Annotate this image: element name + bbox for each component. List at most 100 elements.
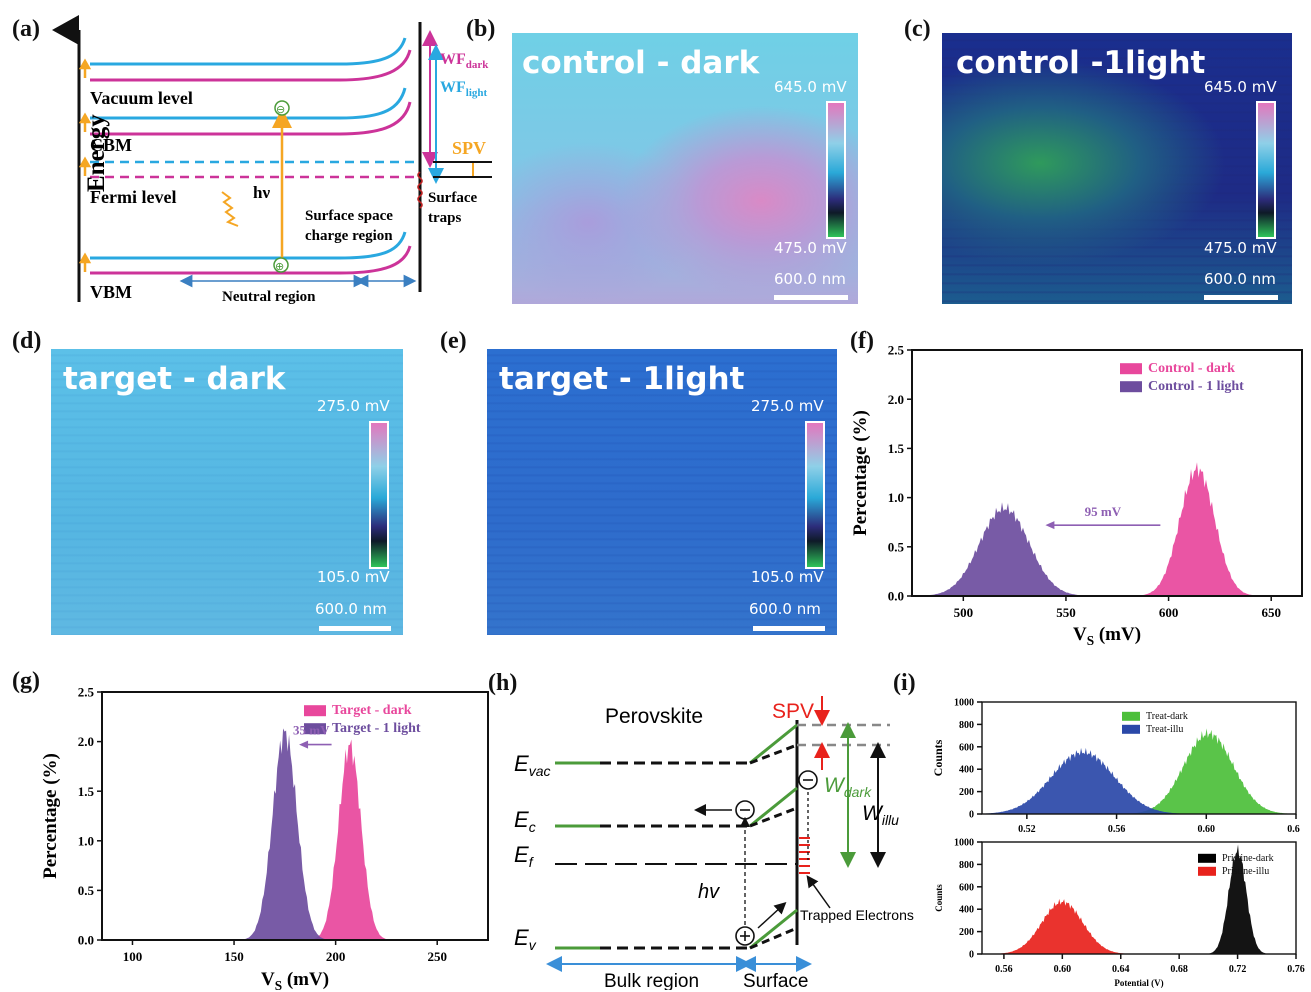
y-tick-label-2: 400: [959, 765, 974, 776]
band-diagram-a: Energy Vacuum level CBM Fermi level VBM …: [52, 15, 492, 305]
surface-label-a: Surface: [428, 190, 477, 206]
scalebar-e: [753, 626, 825, 631]
y-axis-label: Counts: [931, 739, 945, 776]
x-tick-label-1: 0.56: [1108, 824, 1126, 832]
hv-label-h: hv: [698, 881, 720, 903]
y-tick-label-5: 2.5: [78, 685, 95, 700]
energy-label: Energy: [83, 114, 110, 192]
legend-swatch-0: [304, 705, 326, 717]
map-title-e: target - 1light: [499, 361, 745, 397]
legend-label-1: Treat-illu: [1146, 724, 1183, 735]
plot-frame: [911, 349, 1303, 597]
y-tick-label-1: 200: [959, 787, 974, 798]
evac-label: Evac: [514, 751, 550, 779]
histogram-i-bottom: 0.56 0.60 0.64 0.68 0.72 0.76 0 200 400 600 800 100…: [934, 838, 1305, 989]
legend-swatch-1: [1122, 724, 1140, 734]
x-axis-label: VS (mV): [1073, 624, 1141, 648]
legend-label-0: Target - dark: [332, 703, 412, 718]
panel-label-i: (i): [893, 670, 916, 696]
x-tick-label-3: 250: [427, 949, 447, 964]
shift-label-f: 95 mV: [1085, 504, 1122, 519]
legend-label-1: Target - 1 light: [332, 721, 421, 736]
y-tick-label-1: 200: [959, 927, 974, 938]
scalebar-label-e: 600.0 nm: [749, 600, 821, 618]
panel-a: (a): [0, 0, 500, 320]
histogram-f: 500 550 600 650 0.0 0.5 1.0 1.5 2.0 2.5 Percentage…: [852, 343, 1303, 648]
x-tick-label-3: 0.64: [1287, 824, 1300, 832]
shift-arrowhead-f: [1045, 521, 1055, 530]
y-tick-label-2: 400: [959, 905, 974, 916]
y-tick-label-0: 0: [969, 950, 974, 961]
y-tick-label-0: 0: [969, 810, 974, 821]
y-axis-label: Counts: [934, 884, 944, 912]
ev-label: Ev: [514, 925, 537, 953]
colorbar-max-b: 645.0 mV: [774, 78, 847, 96]
x-tick-label-1: 0.60: [1054, 964, 1072, 975]
ec-label: Ec: [514, 807, 536, 835]
histogram-i-top: 0.52 0.56 0.60 0.64 0 200 400 600 800 1000 Counts T…: [931, 698, 1300, 833]
colorbar-e: [805, 421, 825, 569]
plot-frame: [981, 701, 1297, 815]
x-tick-label-2: 0.64: [1112, 964, 1130, 975]
map-title-d: target - dark: [63, 361, 286, 397]
map-c: control -1light 645.0 mV 475.0 mV 600.0 …: [942, 33, 1292, 304]
x-tick-label-2: 0.60: [1198, 824, 1216, 832]
series-area-1: [912, 502, 1302, 596]
legend-label-0: Pristine-dark: [1222, 853, 1274, 864]
shift-arrowhead-g: [299, 740, 309, 749]
x-tick-label-5: 0.76: [1287, 964, 1305, 975]
panel-label-e: (e): [440, 328, 467, 354]
y-tick-label-0: 0.0: [78, 933, 94, 948]
ef-label: Ef: [514, 842, 535, 870]
scalebar-label-c: 600.0 nm: [1204, 270, 1276, 288]
series-area-0: [912, 462, 1302, 596]
vacuum-level-light: [90, 37, 407, 66]
x-tick-label-0: 0.52: [1018, 824, 1036, 832]
y-tick-label-5: 1000: [954, 698, 974, 709]
legend-label-1: Control - 1 light: [1148, 379, 1244, 394]
colorbar-min-d: 105.0 mV: [317, 568, 390, 586]
panel-label-b: (b): [466, 16, 496, 42]
traps-label-a: traps: [428, 210, 461, 226]
x-tick-label-1: 150: [224, 949, 244, 964]
histogram-g: 100 150 200 250 0.0 0.5 1.0 1.5 2.0 2.5 Percentage…: [40, 685, 489, 990]
x-tick-label-2: 600: [1159, 605, 1179, 620]
y-tick-label-4: 800: [959, 720, 974, 731]
colorbar-max-e: 275.0 mV: [751, 397, 824, 415]
y-tick-label-1: 0.5: [78, 883, 95, 898]
legend-swatch-1: [1120, 381, 1142, 393]
panel-label-c: (c): [904, 16, 931, 42]
y-tick-label-0: 0.0: [888, 589, 904, 604]
plot-frame: [101, 691, 489, 941]
map-title-b: control - dark: [522, 45, 760, 81]
colorbar-min-b: 475.0 mV: [774, 239, 847, 257]
spv-label-a: SPV: [452, 138, 486, 158]
surface-label-h: Surface: [743, 971, 808, 990]
panel-label-a: (a): [12, 16, 40, 42]
legend-label-1: Pristine-illu: [1222, 866, 1269, 877]
y-tick-label-1: 0.5: [888, 539, 905, 554]
bulk-region-label: Bulk region: [604, 971, 699, 990]
panel-label-d: (d): [12, 328, 42, 354]
hole-symbol: ⊕: [275, 261, 284, 273]
x-tick-label-0: 0.56: [995, 964, 1013, 975]
x-tick-label-3: 650: [1261, 605, 1281, 620]
colorbar-max-c: 645.0 mV: [1204, 78, 1277, 96]
band-diagram-h: Perovskite Evac Ec Ef Ev SPV: [514, 696, 914, 990]
x-tick-label-0: 500: [954, 605, 974, 620]
perovskite-title: Perovskite: [605, 705, 703, 728]
legend-swatch-0: [1198, 853, 1216, 863]
electron-symbol: ⊖: [276, 104, 285, 116]
y-tick-label-5: 1000: [954, 838, 974, 849]
panel-label-h: (h): [488, 670, 518, 696]
cbm-label: CBM: [90, 135, 132, 155]
vacuum-level-dark: [90, 49, 412, 82]
y-tick-label-2: 1.0: [78, 833, 94, 848]
scalebar-c: [1204, 295, 1278, 300]
scalebar-b: [774, 295, 848, 300]
y-tick-label-3: 1.5: [888, 441, 905, 456]
colorbar-d: [369, 421, 389, 569]
x-tick-label-3: 0.68: [1170, 964, 1188, 975]
colorbar-b: [826, 101, 846, 239]
trapped-electrons-label: Trapped Electrons: [800, 907, 914, 923]
